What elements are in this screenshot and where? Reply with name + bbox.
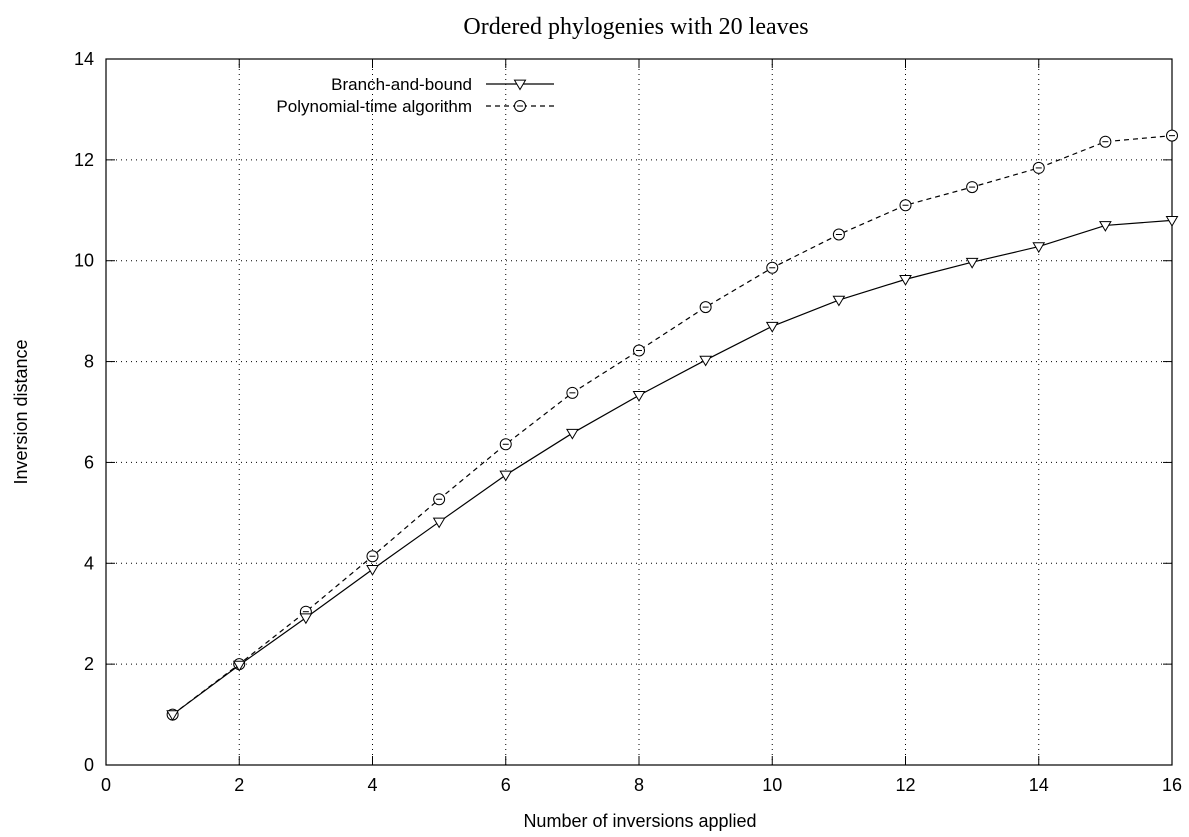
y-tick-label: 12 [74, 150, 94, 170]
x-tick-label: 12 [895, 775, 915, 795]
x-tick-label: 14 [1029, 775, 1049, 795]
x-axis-label: Number of inversions applied [523, 811, 756, 831]
data-point [899, 275, 912, 286]
x-tick-label: 0 [101, 775, 111, 795]
series-branch-and-bound [166, 216, 1179, 722]
data-point [366, 564, 379, 576]
data-point [299, 613, 313, 625]
legend-label: Branch-and-bound [331, 75, 472, 94]
x-tick-label: 4 [367, 775, 377, 795]
y-axis-label: Inversion distance [11, 339, 31, 484]
series-polynomial [166, 129, 1178, 721]
data-point [566, 428, 579, 440]
y-tick-label: 8 [84, 352, 94, 372]
axis-ticks: 0 2 4 6 8 10 12 14 16 0 2 4 6 8 10 12 14 [74, 49, 1182, 795]
y-tick-label: 0 [84, 755, 94, 775]
data-point [166, 710, 179, 722]
x-tick-label: 6 [501, 775, 511, 795]
x-tick-label: 16 [1162, 775, 1182, 795]
data-point [832, 295, 846, 307]
grid [106, 59, 1172, 765]
data-point [699, 355, 712, 367]
data-point [1032, 242, 1046, 254]
data-point [1099, 221, 1112, 232]
x-tick-label: 2 [234, 775, 244, 795]
legend: Branch-and-bound Polynomial-time algorith… [276, 75, 554, 116]
y-tick-label: 10 [74, 251, 94, 271]
data-point [432, 517, 446, 529]
data-point [1165, 216, 1179, 227]
data-point [632, 391, 646, 402]
y-tick-label: 2 [84, 654, 94, 674]
y-tick-label: 14 [74, 49, 94, 69]
data-point [232, 660, 246, 672]
data-point [965, 257, 979, 269]
legend-marker [513, 79, 527, 91]
x-tick-label: 10 [762, 775, 782, 795]
y-tick-label: 6 [84, 452, 94, 472]
legend-label: Polynomial-time algorithm [276, 97, 472, 116]
series-line [172, 135, 1173, 716]
data-point [765, 321, 779, 333]
chart-title: Ordered phylogenies with 20 leaves [463, 14, 808, 40]
data-point [499, 470, 513, 482]
y-tick-label: 4 [84, 553, 94, 573]
x-tick-label: 8 [634, 775, 644, 795]
series-layer [166, 129, 1179, 722]
series-line [172, 219, 1173, 716]
